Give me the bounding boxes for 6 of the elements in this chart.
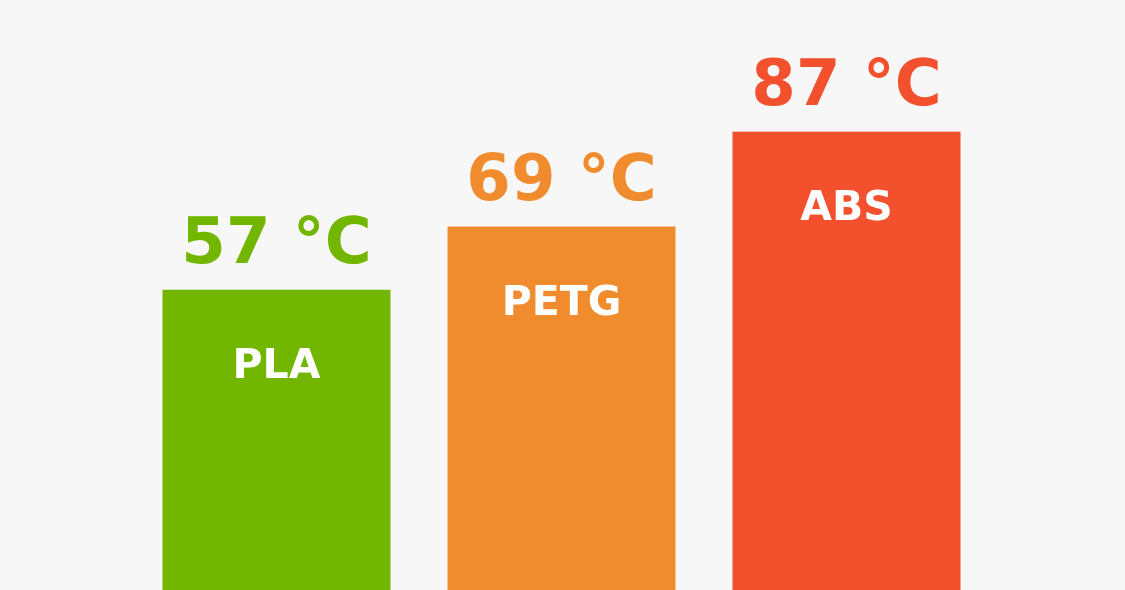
data-label: 57 °C: [181, 203, 372, 278]
x-tick-label: ABS: [800, 181, 893, 230]
data-label: 69 °C: [466, 140, 657, 215]
x-tick-label: PLA: [232, 339, 321, 388]
data-label: 87 °C: [751, 45, 942, 120]
x-tick-label: PETG: [501, 276, 622, 325]
